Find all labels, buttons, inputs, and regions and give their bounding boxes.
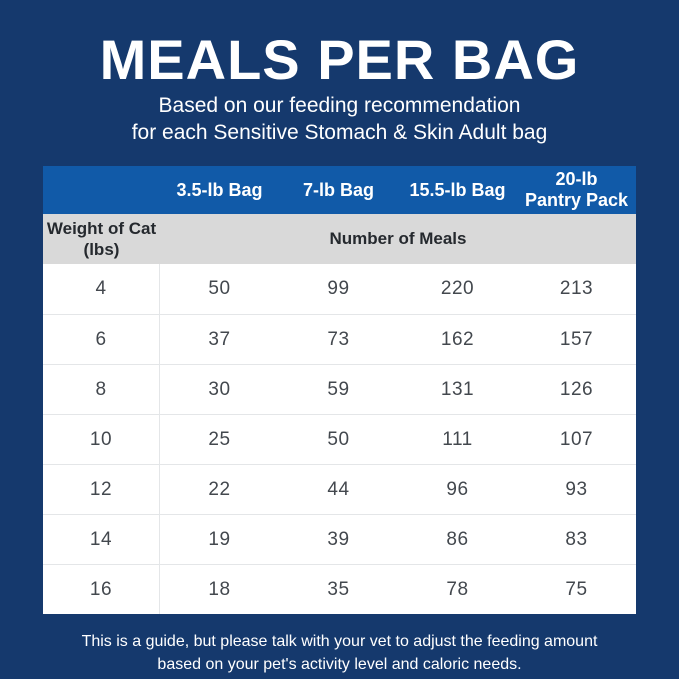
meals-cell: 86	[446, 528, 469, 550]
table-header-bag-3-5lb: 3.5-lb Bag	[176, 179, 263, 200]
table-header-bag-7lb: 7-lb Bag	[302, 179, 374, 200]
weight-cell: 8	[43, 365, 160, 414]
table-header-pantry-pack-20lb: 20-lb Pantry Pack	[524, 169, 629, 210]
table-subheader-row: Weight of Cat (lbs) Number of Meals	[43, 214, 636, 264]
meals-cell: 75	[565, 578, 588, 600]
table-row: 6 37 73 162 157	[43, 314, 636, 364]
table-row: 16 18 35 78 75	[43, 564, 636, 614]
disclaimer: This is a guide, but please talk with yo…	[0, 630, 679, 676]
page-title: MEALS PER BAG	[99, 28, 580, 91]
number-of-meals-label: Number of Meals	[329, 229, 467, 249]
meals-cell: 30	[208, 378, 231, 400]
meals-cell: 93	[565, 478, 588, 500]
table-header-bag-15-5lb: 15.5-lb Bag	[409, 179, 506, 200]
weight-of-cat-label: Weight of Cat (lbs)	[46, 218, 157, 259]
table-row: 4 50 99 220 213	[43, 264, 636, 314]
meals-cell: 111	[442, 428, 473, 450]
subtitle: Based on our feeding recommendation for …	[0, 92, 679, 146]
meals-cell: 157	[559, 328, 594, 350]
disclaimer-line-2: based on your pet's activity level and c…	[157, 656, 522, 673]
meals-cell: 213	[559, 278, 594, 299]
table-header-empty-cell	[43, 166, 160, 214]
weight-cell: 10	[43, 415, 160, 464]
meals-cell: 220	[440, 278, 475, 299]
table-row: 12 22 44 96 93	[43, 464, 636, 514]
meals-cell: 99	[327, 278, 350, 299]
meals-cell: 96	[446, 478, 469, 500]
table-row: 14 19 39 86 83	[43, 514, 636, 564]
table-body: 4 50 99 220 213 6 37 73 162 157 8 30 59 …	[43, 264, 636, 614]
meals-table: 3.5-lb Bag 7-lb Bag 15.5-lb Bag 20-lb Pa…	[43, 166, 636, 614]
meals-cell: 131	[440, 378, 475, 400]
meals-cell: 19	[208, 528, 231, 550]
meals-cell: 22	[208, 478, 231, 500]
weight-cell: 16	[43, 565, 160, 614]
meals-cell: 37	[208, 328, 231, 350]
meals-cell: 83	[565, 528, 588, 550]
meals-cell: 73	[327, 328, 350, 350]
weight-cell: 14	[43, 515, 160, 564]
table-row: 8 30 59 131 126	[43, 364, 636, 414]
meals-cell: 18	[208, 578, 231, 600]
meals-cell: 126	[559, 378, 594, 400]
subtitle-line-1: Based on our feeding recommendation	[158, 94, 521, 117]
table-row: 10 25 50 111 107	[43, 414, 636, 464]
table-header-row: 3.5-lb Bag 7-lb Bag 15.5-lb Bag 20-lb Pa…	[43, 166, 636, 214]
subtitle-line-2: for each Sensitive Stomach & Skin Adult …	[131, 121, 548, 144]
meals-cell: 25	[208, 428, 231, 450]
meals-cell: 39	[327, 528, 350, 550]
weight-cell: 4	[43, 264, 160, 314]
weight-cell: 6	[43, 315, 160, 364]
meals-cell: 78	[446, 578, 469, 600]
meals-cell: 50	[327, 428, 350, 450]
disclaimer-line-1: This is a guide, but please talk with yo…	[81, 633, 598, 650]
meals-cell: 35	[327, 578, 350, 600]
weight-cell: 12	[43, 465, 160, 514]
meals-cell: 162	[440, 328, 475, 350]
meals-cell: 44	[327, 478, 350, 500]
meals-cell: 59	[327, 378, 350, 400]
meals-cell: 107	[559, 428, 594, 450]
meals-cell: 50	[208, 278, 231, 299]
